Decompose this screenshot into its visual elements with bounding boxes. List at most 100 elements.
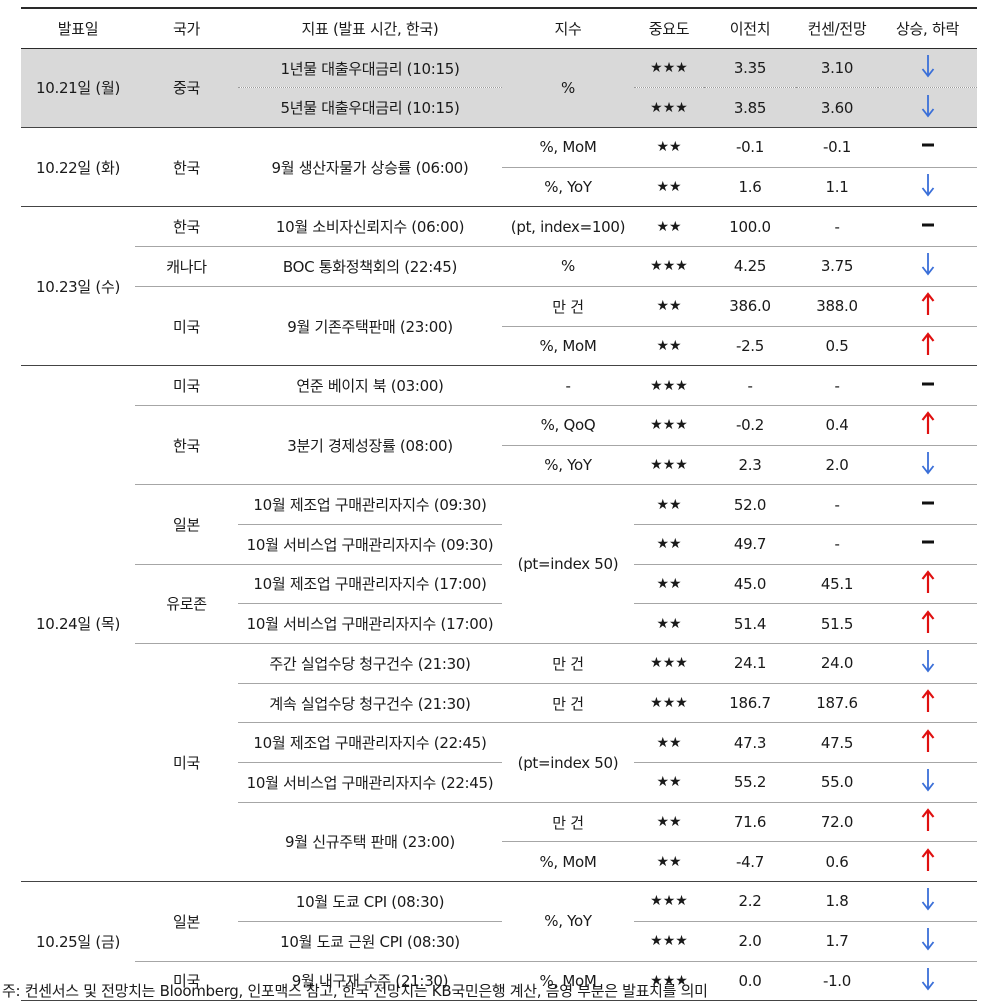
indicator-cell: 10월 서비스업 구매관리자지수 (22:45) <box>238 762 502 803</box>
indicator-cell: 9월 내구재 수주 (21:30) <box>238 961 502 1002</box>
country-cell: 유로존 <box>135 564 238 645</box>
country-cell: 미국 <box>135 365 238 406</box>
indicator-cell: 계속 실업수당 청구건수 (21:30) <box>238 683 502 724</box>
flat-dash-icon <box>921 530 935 554</box>
direction-cell <box>878 127 977 168</box>
indicator-cell: BOC 통화정책회의 (22:45) <box>238 246 502 287</box>
date-cell: 10.24일 (목) <box>21 365 135 883</box>
date-cell: 10.22일 (화) <box>21 127 135 208</box>
direction-cell <box>878 603 977 644</box>
unit-cell: 만 건 <box>502 802 634 843</box>
direction-cell <box>878 445 977 486</box>
consensus-value: 3.75 <box>796 246 878 287</box>
indicator-cell: 10월 제조업 구매관리자지수 (17:00) <box>238 564 502 605</box>
arrow-down-icon <box>921 768 935 792</box>
direction-cell <box>878 564 977 605</box>
table-row: 계속 실업수당 청구건수 (21:30) 만 건 ★★★ 186.7 187.6 <box>21 683 977 724</box>
table-row: 한국 3분기 경제성장률 (08:00)%, QoQ ★★★ -0.2 0.4 <box>21 405 977 486</box>
previous-value: 2.0 <box>704 921 796 962</box>
importance-stars: ★★★ <box>634 365 704 406</box>
indicator-cell: 10월 서비스업 구매관리자지수 (17:00) <box>238 603 502 644</box>
table-row: 10월 제조업 구매관리자지수 (22:45) (pt=index 50) ★★ 47… <box>21 722 977 803</box>
consensus-value: - <box>796 206 878 248</box>
importance-stars: ★★ <box>634 484 704 525</box>
previous-value: 0.0 <box>704 961 796 1002</box>
flat-dash-icon <box>921 491 935 515</box>
unit-cell: 만 건 <box>502 286 634 327</box>
indicator-cell: 9월 기존주택판매 (23:00) <box>238 286 502 367</box>
header-row: 발표일 국가 지표 (발표 시간, 한국) 지수 중요도 이전치 컨센/전망 상… <box>21 6 977 49</box>
table-row: 9월 신규주택 판매 (23:00) 만 건 ★★ 71.6 72.0 <box>21 802 977 883</box>
table-body: 10.21일 (월) 중국 1년물 대출우대금리 (10:15)% ★★★ 3.35 3.… <box>21 48 977 1002</box>
importance-stars: ★★ <box>634 841 704 883</box>
indicator-cell: 10월 도쿄 근원 CPI (08:30) <box>238 921 502 962</box>
table-row: 유로존 10월 제조업 구매관리자지수 (17:00) ★★ 45.0 45.1 <box>21 564 977 645</box>
indicator-cell: 5년물 대출우대금리 (10:15) <box>238 87 502 129</box>
indicator-cell: 연준 베이지 북 (03:00) <box>238 365 502 406</box>
consensus-value: 2.0 <box>796 445 878 486</box>
arrow-down-icon <box>921 649 935 673</box>
direction-cell <box>878 802 977 843</box>
country-cell: 일본 <box>135 484 238 565</box>
table-row: 미국 9월 내구재 수주 (21:30)%, MoM ★★★ 0.0 -1.0 <box>21 961 977 1002</box>
previous-value: 3.35 <box>704 48 796 89</box>
header-previous: 이전치 <box>704 6 796 49</box>
table-row: 10.25일 (금) 일본 10월 도쿄 CPI (08:30)%, YoY ★★★ 2… <box>21 881 977 1002</box>
table-row: %, YoY ★★ 1.6 1.1 <box>21 167 977 208</box>
previous-value: -4.7 <box>704 841 796 883</box>
direction-cell <box>878 841 977 883</box>
importance-stars: ★★ <box>634 326 704 367</box>
table-row: 10.21일 (월) 중국 1년물 대출우대금리 (10:15)% ★★★ 3.35 3.… <box>21 48 977 129</box>
consensus-value: 24.0 <box>796 643 878 684</box>
consensus-value: 0.5 <box>796 326 878 367</box>
table-row: 10월 서비스업 구매관리자지수 (17:00) ★★ 51.4 51.5 <box>21 603 977 644</box>
unit-cell: - <box>502 365 634 406</box>
indicator-cell: 9월 생산자물가 상승률 (06:00) <box>238 127 502 208</box>
consensus-value: 388.0 <box>796 286 878 327</box>
arrow-down-icon <box>921 967 935 991</box>
direction-cell <box>878 286 977 327</box>
indicator-cell: 10월 제조업 구매관리자지수 (09:30) <box>238 484 502 525</box>
date-cell: 10.23일 (수) <box>21 206 135 367</box>
indicator-cell: 3분기 경제성장률 (08:00) <box>238 405 502 486</box>
direction-cell <box>878 921 977 962</box>
direction-cell <box>878 206 977 248</box>
unit-cell: %, MoM <box>502 326 634 367</box>
country-cell: 한국 <box>135 206 238 248</box>
unit-cell: %, MoM <box>502 841 634 883</box>
arrow-down-icon <box>921 54 935 78</box>
consensus-value: 1.1 <box>796 167 878 208</box>
previous-value: 55.2 <box>704 762 796 803</box>
unit-cell: %, YoY <box>502 881 634 962</box>
direction-cell <box>878 365 977 406</box>
previous-value: -2.5 <box>704 326 796 367</box>
direction-cell <box>878 683 977 724</box>
importance-stars: ★★ <box>634 524 704 565</box>
importance-stars: ★★ <box>634 127 704 168</box>
previous-value: 24.1 <box>704 643 796 684</box>
consensus-value: - <box>796 524 878 565</box>
flat-dash-icon <box>921 133 935 157</box>
direction-cell <box>878 881 977 922</box>
previous-value: 1.6 <box>704 167 796 208</box>
flat-dash-icon <box>921 213 935 237</box>
arrow-up-icon <box>921 689 935 713</box>
header-importance: 중요도 <box>634 6 704 49</box>
consensus-value: - <box>796 365 878 406</box>
table-row: 10월 서비스업 구매관리자지수 (09:30) ★★ 49.7- <box>21 524 977 565</box>
previous-value: 3.85 <box>704 87 796 129</box>
direction-cell <box>878 48 977 89</box>
previous-value: 47.3 <box>704 722 796 764</box>
unit-cell: % <box>502 246 634 287</box>
arrow-down-icon <box>921 94 935 118</box>
table-row: 미국 9월 기존주택판매 (23:00) 만 건 ★★ 386.0 388.0 <box>21 286 977 367</box>
previous-value: 52.0 <box>704 484 796 525</box>
importance-stars: ★★★ <box>634 643 704 684</box>
table-row: %, MoM ★★ -2.5 0.5 <box>21 326 977 367</box>
consensus-value: 3.60 <box>796 87 878 129</box>
previous-value: 71.6 <box>704 802 796 843</box>
previous-value: 49.7 <box>704 524 796 565</box>
direction-cell <box>878 246 977 287</box>
previous-value: 51.4 <box>704 603 796 644</box>
flat-dash-icon <box>921 372 935 396</box>
